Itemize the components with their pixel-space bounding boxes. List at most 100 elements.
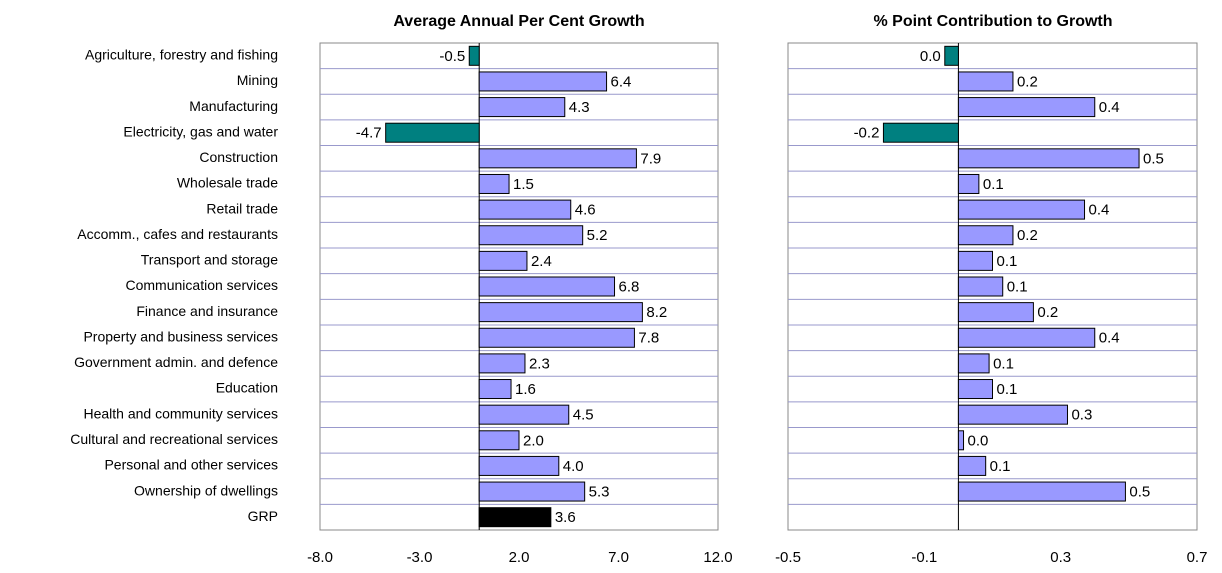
bar bbox=[957, 97, 1096, 118]
value-label: 0.5 bbox=[1129, 484, 1150, 501]
value-label: 6.4 bbox=[611, 73, 632, 90]
category-label: Communication services bbox=[126, 277, 279, 293]
bar bbox=[957, 379, 994, 400]
bar bbox=[478, 276, 616, 297]
category-label: Government admin. and defence bbox=[74, 354, 278, 370]
bar bbox=[478, 71, 608, 92]
value-label: 6.8 bbox=[619, 278, 640, 295]
category-label: Cultural and recreational services bbox=[70, 431, 278, 447]
bar bbox=[478, 327, 635, 348]
value-label: 1.6 bbox=[515, 381, 536, 398]
bar bbox=[957, 327, 1096, 348]
value-label: 0.1 bbox=[990, 458, 1011, 475]
bar bbox=[478, 250, 528, 271]
value-label: 0.2 bbox=[1017, 227, 1038, 244]
value-label: 0.0 bbox=[968, 432, 989, 449]
bar bbox=[957, 173, 980, 194]
bar bbox=[478, 97, 566, 118]
value-label: 0.1 bbox=[997, 381, 1018, 398]
value-label: 0.1 bbox=[997, 253, 1018, 270]
value-label: 4.5 bbox=[573, 407, 594, 424]
category-label: Ownership of dwellings bbox=[134, 482, 278, 498]
value-label: 0.2 bbox=[1017, 73, 1038, 90]
value-label: 5.3 bbox=[589, 484, 610, 501]
x-tick-label: -8.0 bbox=[307, 549, 333, 566]
x-tick-label: 7.0 bbox=[608, 549, 629, 566]
bar bbox=[478, 404, 570, 425]
bar bbox=[478, 199, 572, 220]
value-label: 0.5 bbox=[1143, 150, 1164, 167]
bar bbox=[385, 122, 480, 143]
bar bbox=[957, 353, 990, 374]
bar bbox=[957, 430, 965, 451]
bar bbox=[957, 481, 1126, 502]
bar bbox=[882, 122, 959, 143]
value-label: 1.5 bbox=[513, 176, 534, 193]
category-label: Mining bbox=[237, 72, 278, 88]
value-label: 4.0 bbox=[563, 458, 584, 475]
value-label: -0.5 bbox=[439, 48, 465, 65]
value-label: 0.2 bbox=[1037, 304, 1058, 321]
value-label: 0.1 bbox=[983, 176, 1004, 193]
value-label: 3.6 bbox=[555, 509, 576, 526]
value-label: 0.4 bbox=[1099, 99, 1120, 116]
value-label: -4.7 bbox=[356, 125, 382, 142]
bar bbox=[478, 173, 510, 194]
bar bbox=[957, 404, 1068, 425]
bar bbox=[478, 481, 586, 502]
value-label: 7.8 bbox=[638, 330, 659, 347]
category-label: Retail trade bbox=[206, 200, 278, 216]
bar bbox=[478, 225, 584, 246]
bar bbox=[478, 148, 637, 169]
bar bbox=[468, 45, 480, 66]
x-tick-label: 12.0 bbox=[703, 549, 732, 566]
chart-title: % Point Contribution to Growth bbox=[873, 13, 1112, 30]
bar bbox=[957, 148, 1140, 169]
category-label: Personal and other services bbox=[104, 457, 278, 473]
category-label: Electricity, gas and water bbox=[123, 123, 278, 139]
bar bbox=[478, 379, 512, 400]
category-label: Education bbox=[216, 380, 278, 396]
chart-title: Average Annual Per Cent Growth bbox=[393, 13, 644, 30]
category-label: Agriculture, forestry and fishing bbox=[85, 47, 278, 63]
value-label: 0.4 bbox=[1089, 202, 1110, 219]
category-label: Wholesale trade bbox=[177, 175, 278, 191]
bar bbox=[478, 353, 526, 374]
bar bbox=[957, 199, 1086, 220]
category-label: Construction bbox=[199, 149, 278, 165]
value-label: 0.0 bbox=[920, 48, 941, 65]
value-label: 0.3 bbox=[1071, 407, 1092, 424]
x-tick-label: -0.1 bbox=[911, 549, 937, 566]
value-label: 2.3 bbox=[529, 355, 550, 372]
category-label: Finance and insurance bbox=[136, 303, 278, 319]
value-label: -0.2 bbox=[854, 125, 880, 142]
value-label: 5.2 bbox=[587, 227, 608, 244]
value-label: 4.6 bbox=[575, 202, 596, 219]
bar bbox=[957, 250, 994, 271]
category-label: GRP bbox=[248, 508, 278, 524]
x-tick-label: -0.5 bbox=[775, 549, 801, 566]
bar bbox=[957, 455, 987, 476]
bar bbox=[478, 430, 520, 451]
category-label: Manufacturing bbox=[189, 98, 278, 114]
x-tick-label: 0.7 bbox=[1187, 549, 1208, 566]
bar bbox=[957, 71, 1014, 92]
bar bbox=[957, 276, 1004, 297]
bar bbox=[957, 225, 1014, 246]
value-label: 0.1 bbox=[993, 355, 1014, 372]
value-label: 4.3 bbox=[569, 99, 590, 116]
category-label: Property and business services bbox=[83, 328, 278, 344]
value-label: 8.2 bbox=[646, 304, 667, 321]
bar bbox=[957, 302, 1034, 323]
x-tick-label: 2.0 bbox=[509, 549, 530, 566]
value-label: 7.9 bbox=[640, 150, 661, 167]
x-tick-label: -3.0 bbox=[407, 549, 433, 566]
bar bbox=[478, 455, 560, 476]
value-label: 0.4 bbox=[1099, 330, 1120, 347]
category-label: Transport and storage bbox=[141, 252, 278, 268]
category-label: Health and community services bbox=[83, 405, 278, 421]
bar bbox=[478, 507, 552, 528]
bar bbox=[478, 302, 643, 323]
value-label: 2.0 bbox=[523, 432, 544, 449]
